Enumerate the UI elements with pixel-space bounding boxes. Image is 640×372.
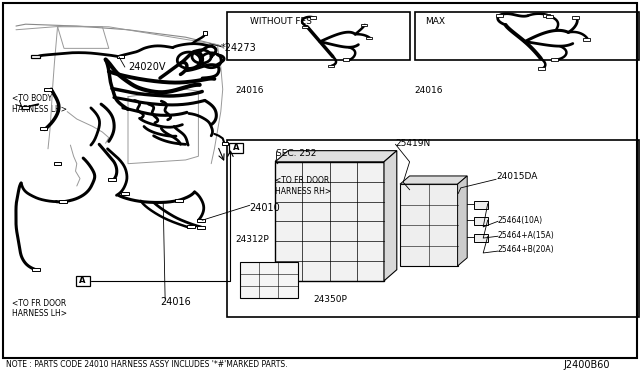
Text: MAX: MAX [426,17,445,26]
Bar [187,225,195,228]
Bar [361,24,367,26]
Text: <TO BODY
HARNESS LH>: <TO BODY HARNESS LH> [12,94,67,114]
Text: <TO FR DOOR
HARNESS LH>: <TO FR DOOR HARNESS LH> [12,299,67,318]
Bar [229,143,243,153]
Text: 24016: 24016 [415,86,444,94]
Bar [343,58,349,61]
Text: <TO FR DOOR
HARNESS RH>: <TO FR DOOR HARNESS RH> [275,176,332,196]
Text: 24016: 24016 [160,297,191,307]
Bar [538,67,545,70]
Bar [227,140,639,317]
Bar [32,268,40,271]
Text: SEC. 252: SEC. 252 [276,149,317,158]
Bar [240,262,298,298]
Bar [108,178,116,181]
Text: 25464+B(20A): 25464+B(20A) [498,246,554,254]
Bar [310,16,316,19]
Text: 25419N: 25419N [396,139,431,148]
Text: 24350P: 24350P [314,295,348,304]
Bar [474,201,488,209]
Bar [275,162,384,281]
Text: A: A [233,143,239,152]
Bar [474,234,488,242]
Polygon shape [458,176,467,266]
Bar [117,55,124,58]
Bar [31,55,40,58]
Text: 24015DA: 24015DA [496,172,538,181]
Bar [197,219,205,222]
Bar [54,162,61,165]
Polygon shape [275,151,397,162]
Text: *24273: *24273 [221,44,257,53]
Bar [76,276,90,286]
Bar [44,88,52,91]
Bar [328,65,334,67]
Bar [496,14,503,17]
Bar [59,200,67,203]
Text: 24020V: 24020V [128,62,166,72]
Bar [22,106,29,109]
Text: NOTE : PARTS CODE 24010 HARNESS ASSY INCLUDES '*#'MARKED PARTS.: NOTE : PARTS CODE 24010 HARNESS ASSY INC… [6,360,288,369]
Bar [366,37,372,39]
Bar [302,26,308,28]
Text: WITHOUT FES: WITHOUT FES [250,17,312,26]
Bar [197,226,205,229]
Bar [474,217,488,225]
Bar [227,12,410,60]
Bar [121,192,129,195]
Bar [415,12,639,60]
Text: 24010: 24010 [250,203,280,213]
Polygon shape [400,176,467,184]
Polygon shape [384,151,397,281]
Bar [40,127,47,130]
Bar [222,142,228,145]
Bar [551,58,558,61]
Text: 24312P: 24312P [236,235,269,244]
Text: 25464(10A): 25464(10A) [498,216,543,225]
Bar [572,16,579,19]
Bar [203,31,207,35]
Text: J2400B60: J2400B60 [563,360,610,369]
Bar [543,14,550,17]
Bar [546,15,553,18]
Text: 25464+A(15A): 25464+A(15A) [498,231,555,240]
Bar [400,184,458,266]
Text: A: A [79,276,86,285]
Text: 24016: 24016 [236,86,264,94]
Bar [175,199,183,202]
Bar [583,38,590,41]
